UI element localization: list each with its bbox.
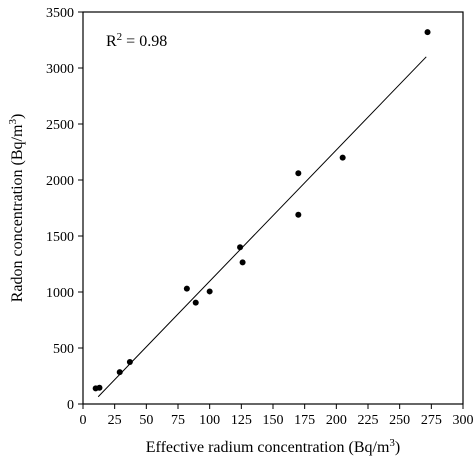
x-tick-label: 225	[358, 413, 379, 428]
y-tick-label: 500	[53, 342, 74, 357]
y-tick-label: 2000	[46, 174, 74, 189]
x-tick-label: 175	[294, 413, 315, 428]
y-axis-label-text: Radon concentration (Bq/m	[9, 124, 26, 302]
regression-line-group	[97, 56, 427, 398]
regression-line	[97, 56, 427, 398]
x-tick-label: 100	[199, 413, 220, 428]
data-point	[206, 288, 213, 295]
data-point	[126, 359, 133, 365]
x-axis-label-close: )	[395, 439, 400, 456]
y-tick-label: 3500	[46, 6, 74, 21]
y-tick-label: 1000	[46, 286, 74, 301]
x-tick-label: 50	[139, 413, 153, 428]
data-point	[295, 211, 302, 218]
data-points	[92, 29, 431, 392]
r-squared-value: = 0.98	[122, 33, 167, 50]
data-point	[239, 259, 246, 266]
y-axis-label-superscript: 3	[7, 119, 19, 125]
x-tick-label: 125	[231, 413, 252, 428]
y-axis-label-close: )	[9, 114, 26, 119]
x-tick-label: 0	[80, 413, 87, 428]
y-axis-ticks: 0 500 1000 1500 2000 2500 3000 3500	[46, 6, 83, 413]
plot-area	[82, 11, 464, 405]
y-axis-label: Radon concentration (Bq/m3)	[7, 114, 26, 303]
data-point	[116, 369, 123, 376]
x-tick-label: 200	[326, 413, 347, 428]
data-point	[183, 285, 190, 292]
data-point	[237, 244, 244, 251]
x-tick-label: 250	[389, 413, 410, 428]
r-squared-superscript: 2	[117, 31, 123, 43]
y-tick-label: 2500	[46, 118, 74, 133]
data-point	[192, 299, 199, 306]
x-tick-label: 300	[453, 413, 474, 428]
x-axis-label: Effective radium concentration (Bq/m3)	[146, 437, 400, 456]
r-squared-annotation: R2 = 0.98	[106, 31, 167, 50]
x-tick-label: 150	[263, 413, 284, 428]
data-point	[295, 170, 302, 177]
r-squared-prefix: R	[106, 33, 117, 50]
x-axis-ticks: 0 25 50 75 100 125 150 175 200 225 250 275 300	[80, 404, 474, 428]
y-tick-label: 1500	[46, 230, 74, 245]
y-tick-label: 3000	[46, 62, 74, 77]
data-point	[96, 384, 103, 391]
x-axis-label-text: Effective radium concentration (Bq/m	[146, 439, 390, 456]
data-point	[339, 154, 346, 161]
x-tick-label: 75	[171, 413, 185, 428]
data-point	[424, 29, 431, 36]
x-axis-label-superscript: 3	[389, 437, 395, 449]
x-tick-label: 275	[421, 413, 442, 428]
x-tick-label: 25	[108, 413, 122, 428]
y-tick-label: 0	[67, 398, 74, 413]
